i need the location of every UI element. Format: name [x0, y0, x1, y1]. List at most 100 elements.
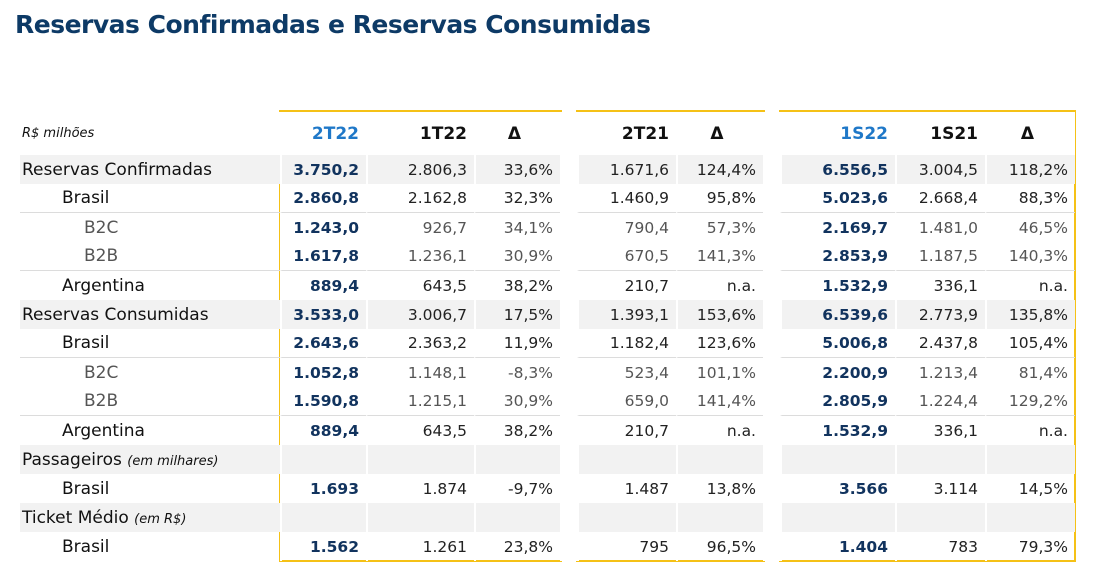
value-cell: 1.487: [577, 474, 676, 503]
value-cell: 46,5%: [985, 213, 1075, 242]
value-cell: n.a.: [676, 271, 763, 300]
column-header: Δ: [676, 112, 763, 155]
value-cell: 3.006,7: [366, 300, 474, 329]
column-header: Δ: [985, 112, 1075, 155]
value-cell: 1.215,1: [366, 387, 474, 416]
table-row: Reservas Consumidas 3.533,0 3.006,7 17,5% 1.…: [20, 300, 1075, 329]
row-note: (em R$): [134, 511, 187, 527]
value-cell: 1.213,4: [895, 358, 985, 387]
value-cell: 643,5: [366, 416, 474, 445]
value-cell: 2.860,8: [280, 184, 366, 213]
row-label: Ticket Médio (em R$): [20, 503, 280, 532]
column-header: 1T22: [366, 112, 474, 155]
value-cell: 129,2%: [985, 387, 1075, 416]
value-cell: 1.243,0: [280, 213, 366, 242]
row-label: Passageiros (em milhares): [20, 445, 280, 474]
value-cell: 6.556,5: [780, 155, 895, 184]
column-header: Δ: [474, 112, 560, 155]
value-cell: [474, 503, 560, 532]
value-cell: 1.693: [280, 474, 366, 503]
value-cell: 14,5%: [985, 474, 1075, 503]
value-cell: 57,3%: [676, 213, 763, 242]
value-cell: 783: [895, 532, 985, 561]
value-cell: 38,2%: [474, 271, 560, 300]
bookings-table: R$ milhões 2T22 1T22 Δ 2T21 Δ 1S22 1S21 Δ Reserva…: [20, 112, 1075, 561]
value-cell: 670,5: [577, 242, 676, 271]
value-cell: [577, 503, 676, 532]
value-cell: 643,5: [366, 271, 474, 300]
value-cell: 1.404: [780, 532, 895, 561]
value-cell: 795: [577, 532, 676, 561]
value-cell: 5.023,6: [780, 184, 895, 213]
unit-label: R$ milhões: [20, 112, 280, 155]
value-cell: 118,2%: [985, 155, 1075, 184]
value-cell: [895, 503, 985, 532]
table-row: Argentina 889,4 643,5 38,2% 210,7 n.a. 1.532,9…: [20, 416, 1075, 445]
column-header: 1S22: [780, 112, 895, 155]
value-cell: 30,9%: [474, 387, 560, 416]
value-cell: 81,4%: [985, 358, 1075, 387]
value-cell: 96,5%: [676, 532, 763, 561]
table-row: B2C 1.052,8 1.148,1 -8,3% 523,4 101,1% 2.200,9…: [20, 358, 1075, 387]
value-cell: 2.806,3: [366, 155, 474, 184]
value-cell: 123,6%: [676, 329, 763, 358]
value-cell: 2.668,4: [895, 184, 985, 213]
value-cell: 141,4%: [676, 387, 763, 416]
value-cell: 105,4%: [985, 329, 1075, 358]
value-cell: 336,1: [895, 416, 985, 445]
value-cell: 3.004,5: [895, 155, 985, 184]
column-header: 1S21: [895, 112, 985, 155]
table-row: Passageiros (em milhares): [20, 445, 1075, 474]
value-cell: [985, 445, 1075, 474]
row-label: Argentina: [62, 420, 145, 441]
value-cell: [780, 503, 895, 532]
value-cell: 101,1%: [676, 358, 763, 387]
row-label: Brasil: [62, 536, 110, 557]
value-cell: 1.617,8: [280, 242, 366, 271]
value-cell: 1.874: [366, 474, 474, 503]
value-cell: n.a.: [676, 416, 763, 445]
row-label: Reservas Consumidas: [20, 300, 280, 329]
value-cell: 2.437,8: [895, 329, 985, 358]
column-header: 2T21: [577, 112, 676, 155]
value-cell: [780, 445, 895, 474]
table-row: B2B 1.617,8 1.236,1 30,9% 670,5 141,3% 2.853,9…: [20, 242, 1075, 271]
value-cell: 1.532,9: [780, 416, 895, 445]
value-cell: [280, 503, 366, 532]
column-header: 2T22: [280, 112, 366, 155]
value-cell: 1.532,9: [780, 271, 895, 300]
value-cell: [280, 445, 366, 474]
value-cell: 1.460,9: [577, 184, 676, 213]
value-cell: 124,4%: [676, 155, 763, 184]
row-label: Reservas Confirmadas: [20, 155, 280, 184]
value-cell: 2.643,6: [280, 329, 366, 358]
value-cell: 6.539,6: [780, 300, 895, 329]
table-row: Argentina 889,4 643,5 38,2% 210,7 n.a. 1.532,9…: [20, 271, 1075, 300]
value-cell: 3.533,0: [280, 300, 366, 329]
value-cell: 23,8%: [474, 532, 560, 561]
row-label: Brasil: [20, 329, 280, 358]
value-cell: 1.590,8: [280, 387, 366, 416]
value-cell: 210,7: [577, 416, 676, 445]
value-cell: 926,7: [366, 213, 474, 242]
value-cell: 79,3%: [985, 532, 1075, 561]
value-cell: [676, 445, 763, 474]
value-cell: 2.363,2: [366, 329, 474, 358]
value-cell: 153,6%: [676, 300, 763, 329]
value-cell: [366, 503, 474, 532]
value-cell: 1.182,4: [577, 329, 676, 358]
value-cell: 88,3%: [985, 184, 1075, 213]
value-cell: 2.162,8: [366, 184, 474, 213]
value-cell: 2.169,7: [780, 213, 895, 242]
table-row: Reservas Confirmadas 3.750,2 2.806,3 33,6% 1…: [20, 155, 1075, 184]
value-cell: 140,3%: [985, 242, 1075, 271]
value-cell: 523,4: [577, 358, 676, 387]
table-row: Brasil 2.860,8 2.162,8 32,3% 1.460,9 95,8% 5.0…: [20, 184, 1075, 213]
value-cell: 17,5%: [474, 300, 560, 329]
value-cell: 889,4: [280, 271, 366, 300]
table-row: Ticket Médio (em R$): [20, 503, 1075, 532]
row-label: B2B: [20, 387, 280, 416]
row-label: Argentina: [62, 275, 145, 296]
value-cell: 2.773,9: [895, 300, 985, 329]
value-cell: [895, 445, 985, 474]
